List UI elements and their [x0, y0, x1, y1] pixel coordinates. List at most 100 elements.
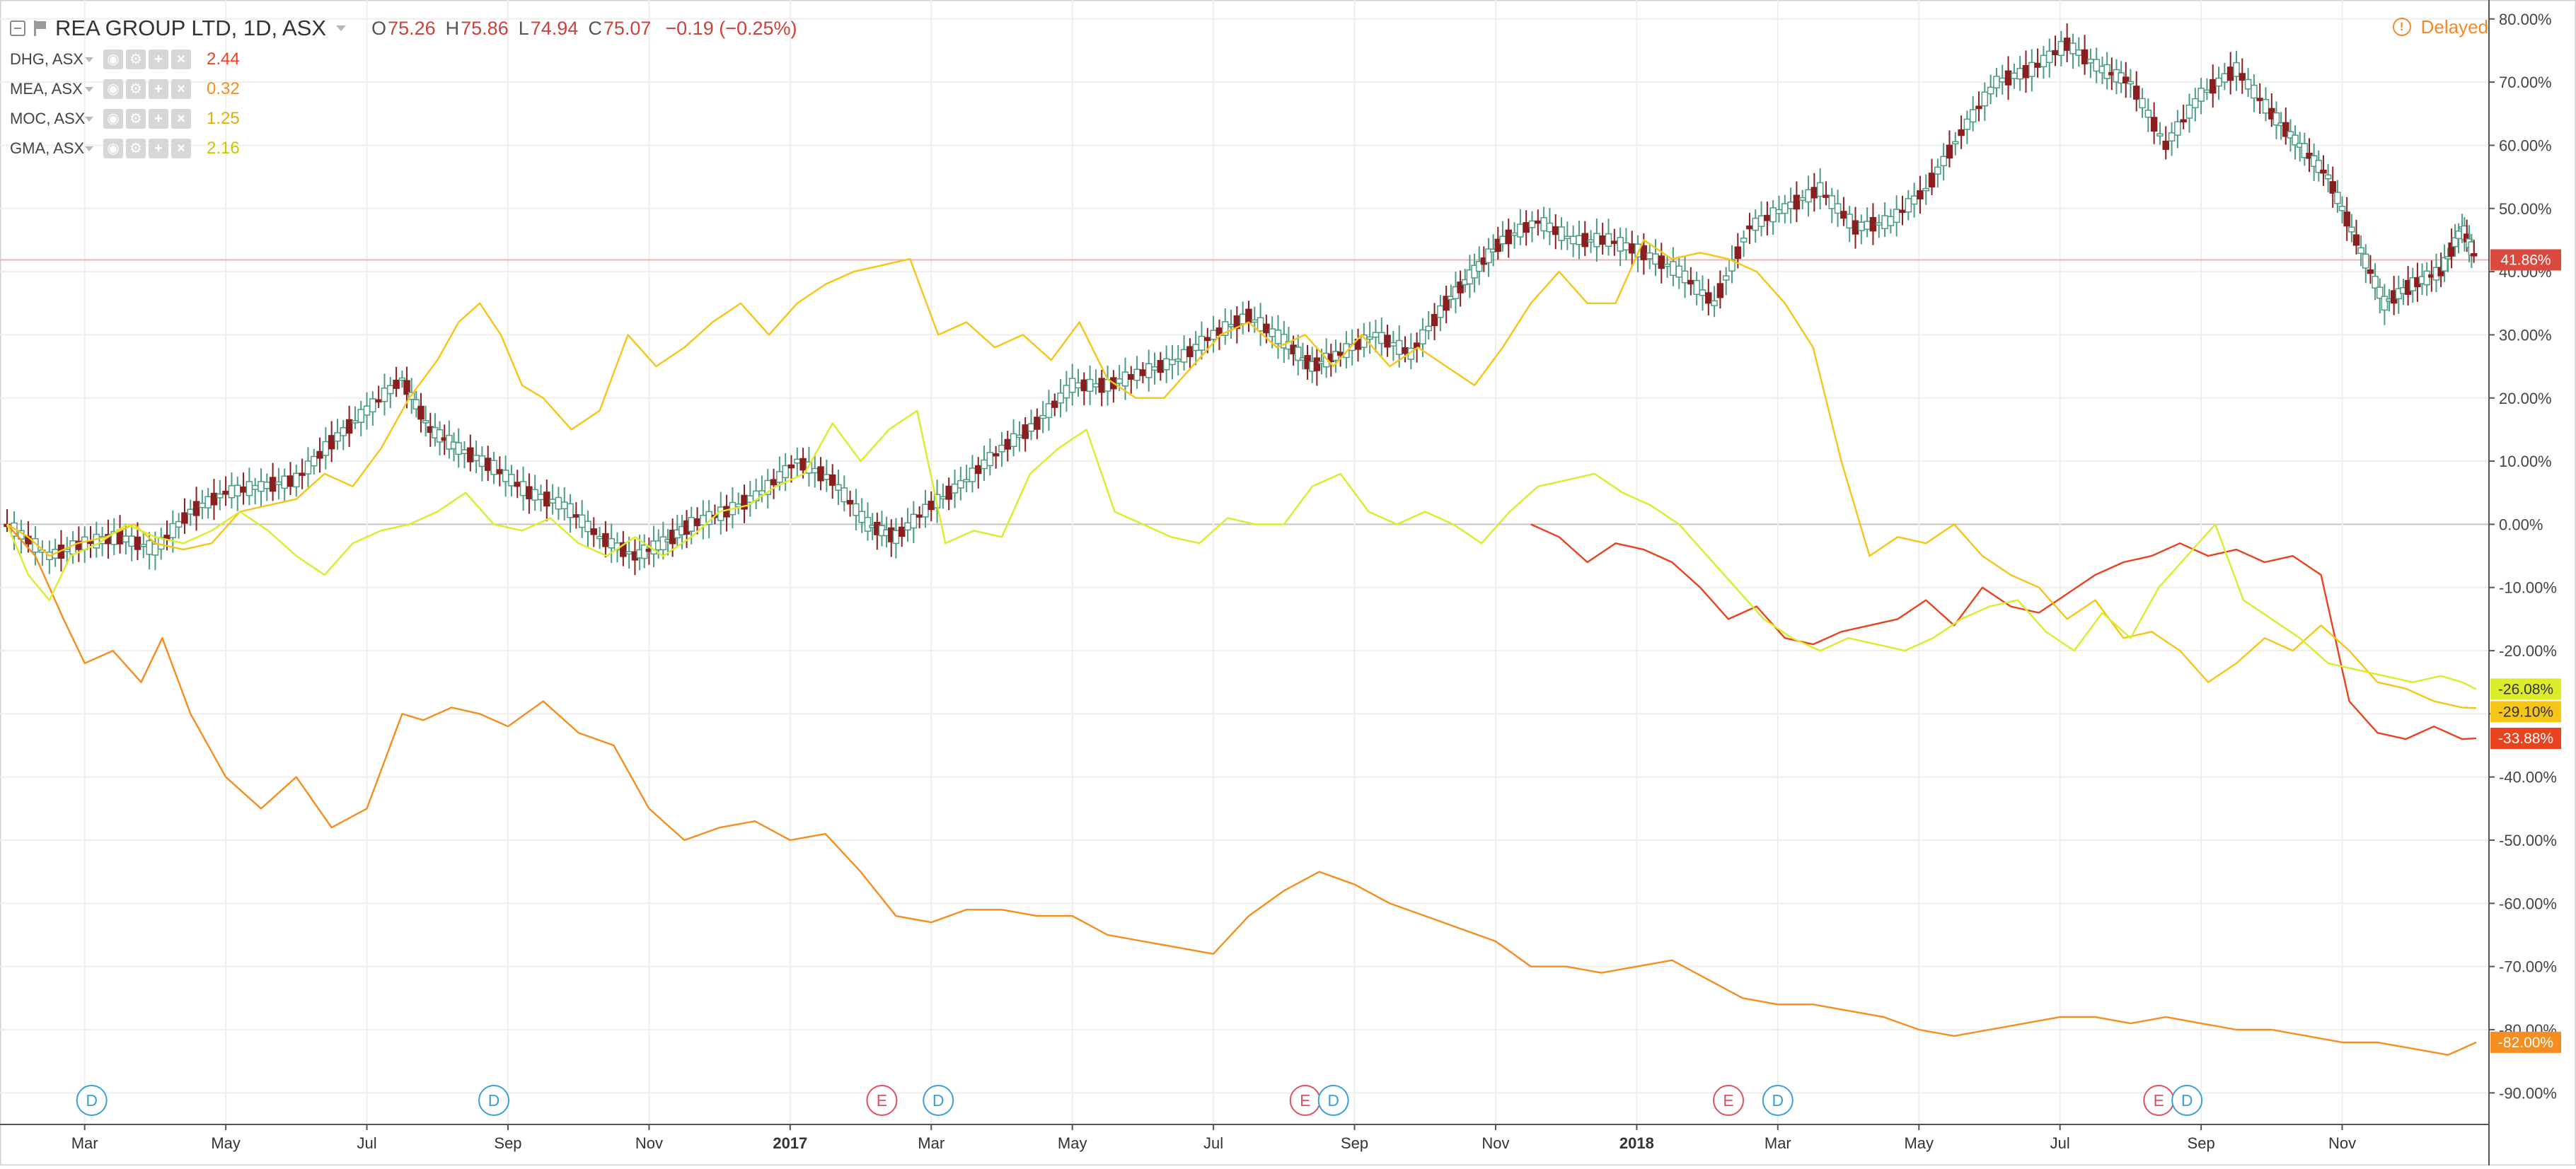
candle-body	[204, 496, 212, 508]
candle-body	[2441, 257, 2448, 272]
x-tick-label: Jul	[357, 1134, 376, 1152]
collapse-icon[interactable]	[10, 21, 25, 36]
candle-body	[1004, 438, 1012, 450]
plus-icon[interactable]: +	[149, 109, 168, 129]
compare-symbol[interactable]: DHG, ASX	[10, 50, 83, 68]
candle-body	[369, 398, 376, 413]
chevron-down-icon[interactable]	[85, 146, 93, 151]
earnings-marker[interactable]: E	[1713, 1085, 1745, 1116]
candle-body	[1663, 263, 1671, 267]
candle-body	[1640, 245, 1648, 260]
gear-icon[interactable]: ⚙	[126, 109, 146, 129]
earnings-marker[interactable]: E	[1289, 1085, 1321, 1116]
compare-symbol[interactable]: MOC, ASX	[10, 110, 86, 127]
close-icon[interactable]: ×	[171, 139, 191, 158]
earnings-marker[interactable]: E	[2143, 1085, 2175, 1116]
eye-icon[interactable]: ◉	[103, 50, 123, 69]
symbol-title[interactable]: REA GROUP LTD, 1D, ASX	[55, 16, 327, 40]
candle-body	[2063, 37, 2071, 51]
dividend-marker[interactable]: D	[1762, 1085, 1794, 1116]
candle-body	[567, 503, 574, 518]
candle-body	[146, 540, 153, 555]
series-line-dhg	[1530, 523, 2477, 740]
candle-body	[1045, 403, 1053, 419]
candle-body	[1816, 182, 1824, 197]
candle-body	[531, 489, 538, 501]
chevron-down-icon[interactable]	[336, 25, 347, 31]
close-icon[interactable]: ×	[171, 109, 191, 129]
compare-row-mea[interactable]: MEA, ASX ◉ ⚙ + × 0.32	[10, 75, 240, 103]
candle-body	[787, 464, 795, 469]
candle-body	[1928, 173, 1936, 187]
dividend-marker[interactable]: D	[2171, 1085, 2203, 1116]
candle-body	[1981, 91, 1989, 107]
candle-body	[1646, 252, 1653, 260]
eye-icon[interactable]: ◉	[103, 79, 123, 99]
candle-body	[263, 482, 271, 489]
candle-body	[357, 409, 364, 423]
dividend-marker[interactable]: D	[76, 1085, 108, 1116]
flag-icon[interactable]	[34, 21, 47, 36]
candle-body	[1952, 141, 1959, 145]
compare-row-gma[interactable]: GMA, ASX ◉ ⚙ + × 2.16	[10, 134, 240, 163]
open-label: O	[371, 17, 387, 39]
gear-icon[interactable]: ⚙	[126, 50, 146, 69]
candle-body	[764, 479, 772, 495]
price-badge-label: -26.08%	[2498, 681, 2553, 697]
candle-body	[187, 508, 195, 515]
candle-body	[2272, 112, 2280, 126]
candle-body	[2203, 89, 2211, 93]
chevron-down-icon[interactable]	[85, 57, 93, 62]
chevron-down-icon[interactable]	[85, 86, 93, 92]
candle-body	[508, 474, 515, 487]
candle-body	[2451, 237, 2459, 248]
compare-row-moc[interactable]: MOC, ASX ◉ ⚙ + × 1.25	[10, 105, 240, 133]
marker-label: D	[1327, 1091, 1339, 1110]
candle-body	[246, 481, 253, 496]
compare-row-dhg[interactable]: DHG, ASX ◉ ⚙ + × 2.44	[10, 45, 240, 74]
candle-body	[2162, 140, 2170, 150]
chevron-down-icon[interactable]	[85, 116, 93, 122]
marker-circle	[1762, 1085, 1794, 1116]
candle-body	[817, 466, 824, 482]
candle-body	[578, 514, 586, 528]
gear-icon[interactable]: ⚙	[126, 139, 146, 158]
eye-icon[interactable]: ◉	[103, 109, 123, 129]
compare-symbol[interactable]: MEA, ASX	[10, 80, 83, 98]
eye-icon[interactable]: ◉	[103, 139, 123, 158]
gear-icon[interactable]: ⚙	[126, 79, 146, 99]
earnings-marker[interactable]: E	[866, 1085, 898, 1116]
candle-body	[835, 484, 842, 491]
candle-body	[823, 474, 831, 480]
candle-body	[163, 535, 171, 540]
candle-body	[1116, 378, 1123, 384]
candle-body	[210, 492, 218, 506]
candle-body	[275, 481, 282, 485]
plus-icon[interactable]: +	[149, 79, 168, 99]
candle-body	[1734, 246, 1742, 260]
candle-body	[2197, 88, 2205, 102]
candle-body	[1552, 226, 1559, 235]
compare-symbol[interactable]: GMA, ASX	[10, 139, 85, 157]
plus-icon[interactable]: +	[149, 139, 168, 158]
dividend-marker[interactable]: D	[1317, 1085, 1349, 1116]
candle-body	[2087, 59, 2094, 64]
candle-body	[1186, 346, 1194, 358]
plus-icon[interactable]: +	[149, 50, 168, 69]
candle-body	[478, 455, 486, 467]
candle-body	[1858, 221, 1865, 231]
dividend-marker[interactable]: D	[478, 1085, 510, 1116]
close-icon[interactable]: ×	[171, 50, 191, 69]
delayed-indicator[interactable]: ! Delayed	[2392, 13, 2488, 41]
close-icon[interactable]: ×	[171, 79, 191, 99]
series-line-gma	[6, 409, 2477, 690]
dividend-marker[interactable]: D	[923, 1085, 954, 1116]
candle-body	[1899, 209, 1906, 214]
candle-body	[853, 503, 860, 516]
candle-body	[387, 385, 394, 395]
candle-body	[1210, 330, 1217, 340]
candle-body	[1617, 237, 1624, 252]
candle-body	[782, 465, 789, 479]
candle-body	[2315, 160, 2323, 173]
candle-body	[2093, 59, 2100, 72]
